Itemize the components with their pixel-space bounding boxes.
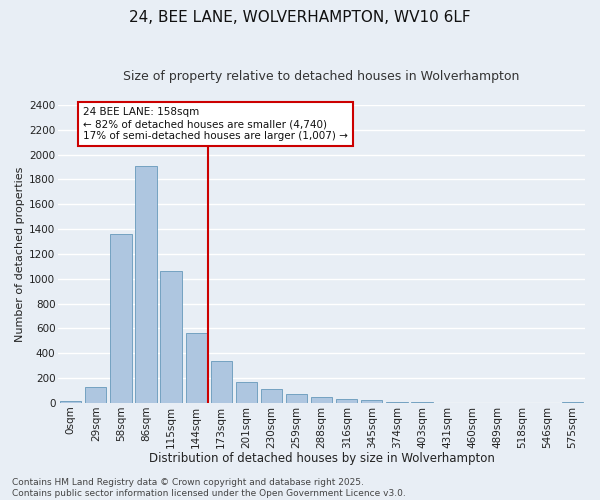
Bar xyxy=(311,398,332,403)
Bar xyxy=(85,387,106,403)
Bar xyxy=(411,402,433,403)
Bar xyxy=(185,333,207,403)
Bar xyxy=(211,362,232,403)
Bar xyxy=(562,402,583,403)
Text: 24 BEE LANE: 158sqm
← 82% of detached houses are smaller (4,740)
17% of semi-det: 24 BEE LANE: 158sqm ← 82% of detached ho… xyxy=(83,108,348,140)
Bar xyxy=(386,402,407,403)
Bar xyxy=(336,399,358,403)
Bar xyxy=(361,400,382,403)
Bar xyxy=(236,382,257,403)
Title: Size of property relative to detached houses in Wolverhampton: Size of property relative to detached ho… xyxy=(124,70,520,83)
Bar xyxy=(136,166,157,403)
Bar xyxy=(110,234,131,403)
Bar xyxy=(160,272,182,403)
X-axis label: Distribution of detached houses by size in Wolverhampton: Distribution of detached houses by size … xyxy=(149,452,494,465)
Text: 24, BEE LANE, WOLVERHAMPTON, WV10 6LF: 24, BEE LANE, WOLVERHAMPTON, WV10 6LF xyxy=(129,10,471,25)
Bar xyxy=(60,401,82,403)
Bar xyxy=(261,390,282,403)
Y-axis label: Number of detached properties: Number of detached properties xyxy=(15,166,25,342)
Bar xyxy=(286,394,307,403)
Text: Contains HM Land Registry data © Crown copyright and database right 2025.
Contai: Contains HM Land Registry data © Crown c… xyxy=(12,478,406,498)
